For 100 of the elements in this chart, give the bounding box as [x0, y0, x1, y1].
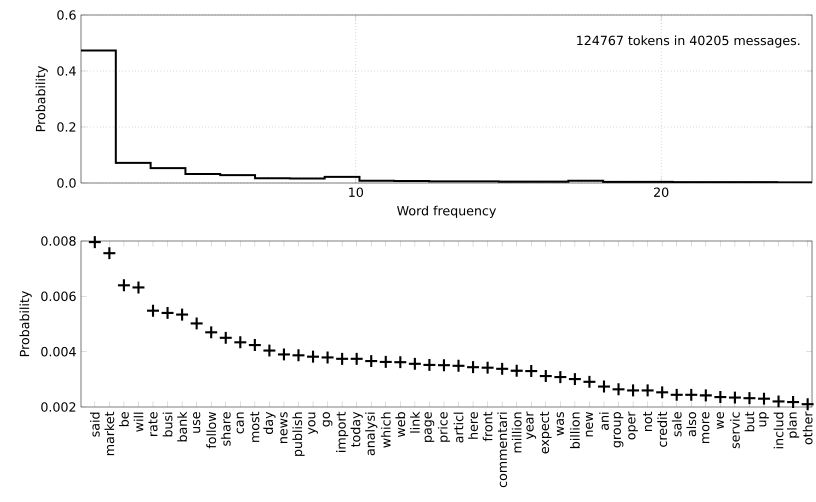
x-tick-label: not	[643, 412, 652, 431]
x-tick-label: import	[336, 412, 348, 452]
x-tick-label: bank	[177, 411, 187, 442]
y-tick-label: 0.0	[57, 178, 76, 188]
point	[670, 388, 684, 402]
point	[116, 278, 131, 292]
x-tick-label: link	[410, 411, 420, 433]
x-tick-label: go	[322, 412, 332, 427]
point	[480, 360, 495, 375]
x-tick-label: you	[308, 412, 318, 434]
x-tick-label: up	[759, 412, 769, 426]
x-tick-label: can	[236, 412, 244, 434]
x-tick-label: web	[395, 412, 406, 438]
y-tick-label: 0.008	[41, 236, 76, 246]
x-tick-label: share	[220, 412, 231, 446]
x-tick-label: page	[424, 412, 434, 442]
point	[262, 344, 276, 358]
point	[611, 382, 626, 396]
point	[626, 383, 640, 398]
x-tick-label: which	[380, 412, 391, 448]
point	[248, 338, 262, 352]
x-tick-label: new	[586, 412, 594, 436]
x-tick-label: ani	[599, 412, 609, 430]
point	[146, 304, 160, 318]
x-tick-label: articl	[454, 412, 464, 443]
x-tick-label: follow	[206, 412, 216, 448]
point	[596, 379, 612, 394]
x-tick-label: also	[686, 412, 696, 436]
point	[568, 372, 582, 386]
point	[335, 352, 350, 366]
x-axis-title: Word frequency	[397, 206, 496, 218]
x-tick-label: rate	[148, 412, 158, 436]
x-tick-label: price	[438, 412, 450, 442]
point	[393, 355, 408, 370]
annotation: 124767 tokens in 40205 messages.	[577, 35, 800, 48]
x-tick-label: expect	[540, 412, 552, 454]
point	[698, 388, 713, 402]
x-tick-label: front	[482, 412, 492, 442]
x-tick-label: group	[614, 412, 624, 448]
x-tick-label: sale	[672, 412, 682, 436]
x-tick-label: was	[556, 412, 564, 436]
x-tick-label: we	[716, 412, 724, 430]
point	[436, 358, 452, 372]
point	[306, 350, 320, 364]
point	[756, 392, 772, 406]
x-tick-label: year	[526, 411, 536, 440]
point	[655, 385, 670, 400]
point	[364, 354, 378, 368]
point	[640, 383, 655, 398]
x-tick-label: use	[193, 412, 200, 433]
x-tick-label: servic	[730, 412, 740, 448]
point	[88, 235, 102, 250]
point	[422, 358, 436, 372]
point	[204, 325, 218, 340]
x-tick-label: more	[702, 412, 710, 444]
point	[175, 308, 190, 322]
x-tick-label: plan	[787, 412, 800, 438]
x-tick-label: most	[250, 412, 260, 442]
point	[538, 368, 553, 384]
x-tick-label: day	[263, 412, 276, 434]
x-tick-label: will	[134, 412, 144, 432]
point	[553, 370, 568, 384]
y-tick-label: 0.2	[57, 122, 76, 132]
x-tick-label: 10	[349, 187, 363, 198]
x-tick-label: million	[512, 412, 522, 452]
x-tick-label: billion	[570, 412, 580, 448]
point	[495, 362, 510, 376]
y-axis-title: Probability	[36, 66, 48, 132]
y-tick-label: 0.6	[57, 10, 76, 20]
x-tick-label: be	[119, 412, 129, 426]
x-tick-label: includ	[774, 412, 784, 448]
x-tick-label: oper	[628, 411, 638, 440]
x-tick-label: said	[90, 412, 100, 437]
x-tick-label: analysi	[365, 412, 378, 456]
point	[466, 360, 480, 374]
point	[408, 356, 422, 371]
point	[510, 364, 524, 378]
x-tick-label: but	[744, 412, 754, 432]
point	[728, 390, 742, 405]
x-tick-label: publish	[292, 412, 305, 456]
y-tick-label: 0.004	[41, 346, 76, 356]
point	[524, 364, 538, 378]
point	[800, 397, 815, 412]
x-tick-label: here	[468, 412, 478, 439]
point	[320, 350, 335, 365]
point	[378, 354, 393, 369]
x-tick-label: credit	[657, 412, 668, 447]
point	[291, 348, 306, 362]
x-tick-label: market	[104, 412, 114, 456]
point	[772, 394, 786, 408]
point	[582, 374, 596, 389]
point	[233, 335, 248, 350]
point	[160, 306, 175, 320]
point	[350, 352, 364, 366]
y-axis-title: Probability	[20, 290, 32, 356]
x-tick-label: 20	[654, 187, 668, 198]
point	[218, 330, 233, 345]
x-tick-label: today	[350, 412, 363, 448]
point	[684, 388, 698, 402]
y-tick-label: 0.006	[41, 292, 76, 302]
